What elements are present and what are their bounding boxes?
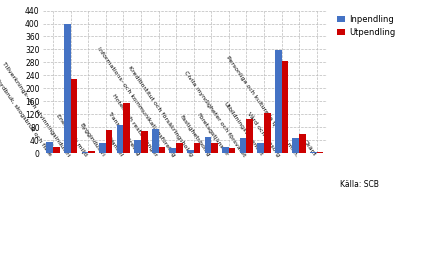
Bar — [211, 143, 218, 153]
Bar — [240, 138, 246, 153]
Bar — [141, 131, 147, 153]
Bar — [317, 152, 323, 153]
Bar — [281, 61, 288, 153]
Bar — [99, 143, 106, 153]
Bar — [117, 125, 123, 153]
Bar — [64, 24, 71, 153]
Bar — [194, 143, 200, 153]
Bar — [82, 152, 88, 153]
Bar — [88, 150, 95, 153]
Bar — [176, 143, 183, 153]
Bar — [222, 147, 229, 153]
Bar — [292, 138, 299, 153]
Bar — [71, 79, 77, 153]
Bar — [310, 152, 317, 153]
Bar — [204, 137, 211, 153]
Bar — [159, 147, 165, 153]
Bar — [53, 147, 60, 153]
Bar — [106, 130, 113, 153]
Bar — [275, 50, 281, 153]
Bar — [170, 148, 176, 153]
Bar — [229, 148, 235, 153]
Bar — [187, 150, 194, 153]
Bar — [134, 140, 141, 153]
Bar — [299, 134, 306, 153]
Bar — [46, 142, 53, 153]
Bar — [257, 143, 264, 153]
Bar — [264, 113, 271, 153]
Bar — [246, 119, 253, 153]
Bar — [123, 103, 130, 153]
Legend: Inpendling, Utpendling: Inpendling, Utpendling — [337, 15, 395, 37]
Text: Källa: SCB: Källa: SCB — [340, 180, 379, 189]
Bar — [152, 129, 159, 153]
